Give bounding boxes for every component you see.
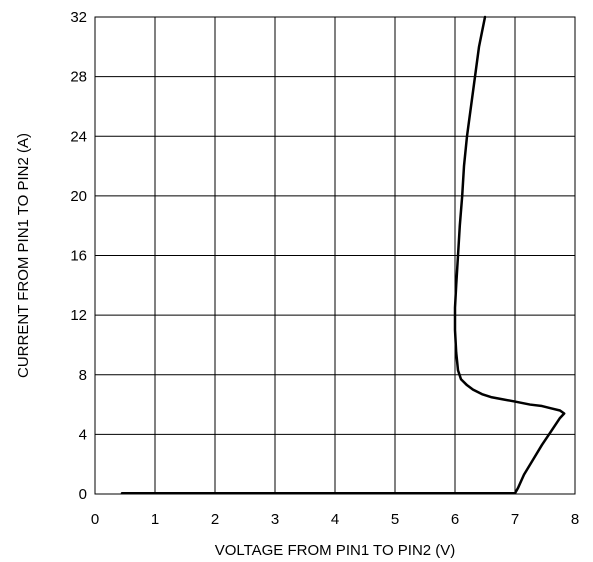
grid — [94, 16, 576, 495]
y-tick-label-5: 20 — [70, 188, 87, 205]
x-tick-label-2: 2 — [211, 511, 219, 528]
x-tick-label-8: 8 — [571, 511, 579, 528]
y-tick-label-4: 16 — [70, 248, 87, 265]
x-tick-label-4: 4 — [331, 511, 339, 528]
y-tick-label-3: 12 — [70, 307, 87, 324]
x-tick-label-3: 3 — [271, 511, 279, 528]
x-tick-label-1: 1 — [151, 511, 159, 528]
y-tick-label-1: 4 — [79, 426, 87, 443]
x-tick-label-6: 6 — [451, 511, 459, 528]
x-tick-labels: 0 1 2 3 4 5 6 7 8 — [91, 511, 579, 528]
y-tick-label-0: 0 — [79, 486, 87, 503]
series-line-0 — [120, 15, 566, 495]
x-tick-label-0: 0 — [91, 511, 99, 528]
x-axis-label: VOLTAGE FROM PIN1 TO PIN2 (V) — [215, 542, 456, 559]
y-axis-label: CURRENT FROM PIN1 TO PIN2 (A) — [15, 133, 32, 378]
y-tick-label-6: 24 — [70, 128, 87, 145]
x-tick-label-5: 5 — [391, 511, 399, 528]
y-tick-labels: 0 4 8 12 16 20 24 28 32 — [70, 9, 87, 503]
y-tick-label-2: 8 — [79, 367, 87, 384]
x-tick-label-7: 7 — [511, 511, 519, 528]
y-tick-label-7: 28 — [70, 69, 87, 86]
y-tick-label-8: 32 — [70, 9, 87, 26]
series-layer — [120, 15, 566, 495]
